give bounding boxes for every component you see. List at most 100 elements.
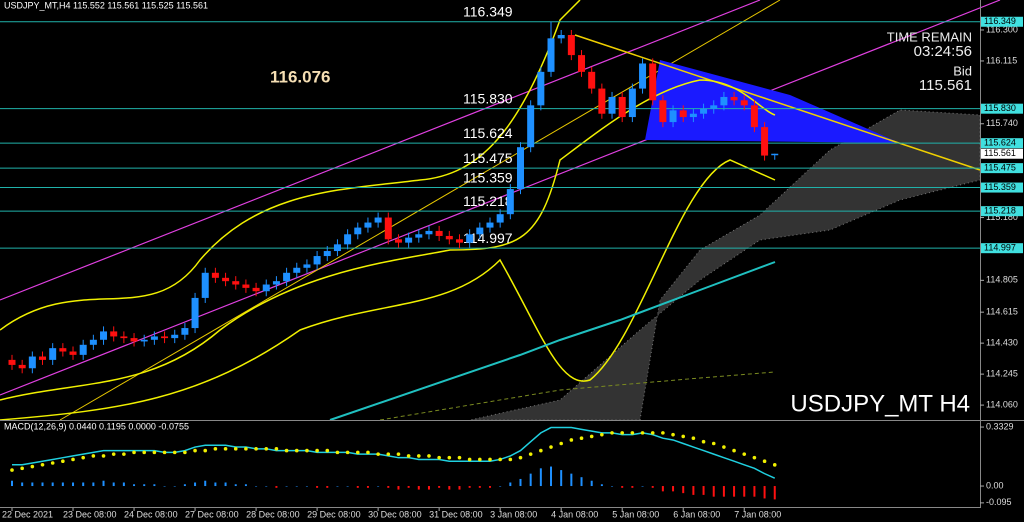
candle-body <box>364 222 372 228</box>
y-tick-label: 114.060 <box>986 399 1018 409</box>
signal-dot <box>488 457 492 462</box>
candle-body <box>171 334 179 339</box>
x-tick-label: 6 Jan 08:00 <box>673 509 720 519</box>
level-box-label: 115.624 <box>984 138 1016 148</box>
signal-dot <box>559 441 563 446</box>
macd-histogram-bar <box>275 486 278 488</box>
macd-histogram-bar <box>651 486 654 488</box>
y-tick-label: 115.180 <box>986 212 1018 222</box>
signal-dot <box>30 464 35 469</box>
macd-histogram-bar <box>539 468 542 487</box>
signal-dot <box>101 454 106 458</box>
signal-dot <box>335 450 340 455</box>
signal-dot <box>355 450 360 455</box>
signal-dot <box>711 441 716 446</box>
signal-dot <box>640 431 645 435</box>
signal-dot <box>447 455 452 460</box>
macd-histogram-bar <box>41 482 44 487</box>
candle-body <box>344 234 352 245</box>
price-annotation: 116.076 <box>270 67 331 86</box>
candle-body <box>628 88 636 118</box>
macd-histogram-bar <box>590 480 593 487</box>
level-box-label: 114.997 <box>984 243 1016 253</box>
candle-body <box>140 339 148 342</box>
macd-histogram-bar <box>336 486 339 487</box>
macd-histogram-bar <box>397 486 400 490</box>
signal-dot <box>71 457 75 462</box>
candle-body <box>669 110 677 123</box>
candle-body <box>527 105 535 148</box>
y-tick-label: 115.740 <box>986 118 1018 128</box>
macd-histogram-bar <box>51 482 54 487</box>
signal-dot <box>752 455 757 460</box>
macd-histogram-bar <box>692 486 695 495</box>
signal-dot <box>417 454 421 458</box>
candle-body <box>384 217 392 240</box>
signal-dot <box>406 454 411 458</box>
signal-dot <box>254 447 258 451</box>
macd-histogram-bar <box>448 486 451 490</box>
macd-histogram-bar <box>712 486 715 497</box>
candle-body <box>232 281 240 285</box>
bid-label: Bid <box>953 63 972 78</box>
signal-dot <box>589 434 594 439</box>
candle-body <box>323 251 331 257</box>
macd-histogram-bar <box>133 484 136 487</box>
level-label: 115.218 <box>463 193 513 209</box>
macd-histogram-bar <box>458 486 461 490</box>
macd-tick-label: 0.3329 <box>986 421 1014 431</box>
signal-dot <box>498 457 502 462</box>
macd-histogram-bar <box>621 486 624 488</box>
candle-body <box>242 284 250 288</box>
macd-histogram-bar <box>702 486 705 495</box>
candle-body <box>201 272 209 298</box>
macd-histogram-bar <box>519 478 522 487</box>
signal-dot <box>691 436 696 440</box>
macd-histogram-bar <box>661 486 664 492</box>
candle-body <box>222 277 230 282</box>
macd-histogram-bar <box>214 482 217 487</box>
candle-body <box>598 88 606 114</box>
macd-histogram-bar <box>234 484 237 487</box>
signal-dot <box>233 447 238 451</box>
macd-histogram-bar <box>509 482 512 487</box>
candle-body <box>710 105 718 109</box>
candle-body <box>608 96 616 114</box>
x-tick-label: 4 Jan 08:00 <box>551 509 598 519</box>
macd-histogram-bar <box>21 482 24 487</box>
macd-histogram-bar <box>112 482 115 487</box>
macd-tick-label: -0.095 <box>986 497 1012 507</box>
signal-dot <box>315 448 319 453</box>
signal-dot <box>661 431 665 435</box>
macd-header: MACD(12,26,9) 0.0440 0.1195 0.0000 -0.07… <box>4 421 189 431</box>
macd-histogram-bar <box>600 484 603 487</box>
signal-dot <box>610 431 614 435</box>
y-tick-label: 116.115 <box>986 55 1017 65</box>
macd-histogram-bar <box>641 486 644 487</box>
chart-title: USDJPY_MT H4 <box>790 390 970 417</box>
signal-dot <box>274 447 279 451</box>
candle-body <box>252 287 260 292</box>
macd-histogram-bar <box>82 482 85 487</box>
macd-histogram-bar <box>285 486 288 487</box>
candle-body <box>557 35 565 39</box>
signal-dot <box>264 447 269 451</box>
signal-dot <box>457 455 462 460</box>
signal-dot <box>193 448 197 453</box>
signal-dot <box>172 450 177 455</box>
x-tick-label: 28 Dec 08:00 <box>246 509 300 519</box>
signal-dot <box>91 454 96 458</box>
signal-dot <box>294 448 299 453</box>
macd-histogram-bar <box>61 482 64 487</box>
y-tick-label: 114.615 <box>986 307 1018 317</box>
candle-body <box>761 127 769 156</box>
x-tick-label: 23 Dec 08:00 <box>63 509 117 519</box>
bollinger-lower <box>0 159 776 421</box>
x-tick-label: 3 Jan 08:00 <box>490 509 537 519</box>
signal-dot <box>630 431 635 435</box>
candle-body <box>120 336 128 339</box>
signal-dot <box>50 461 55 465</box>
candle-body <box>435 230 443 236</box>
signal-dot <box>376 452 380 456</box>
macd-histogram-bar <box>417 486 420 490</box>
